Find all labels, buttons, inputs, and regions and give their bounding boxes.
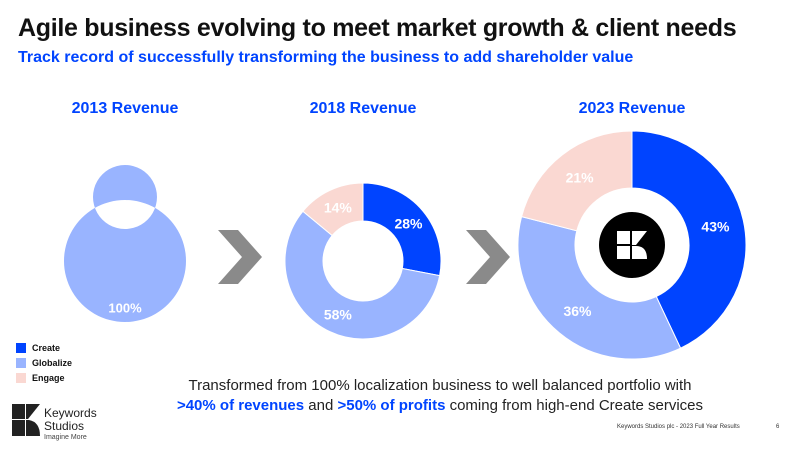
highlight-revenues: >40% of revenues xyxy=(176,397,305,414)
legend-item-create: Create xyxy=(16,343,60,353)
slice-engage xyxy=(520,130,633,232)
data-label: 58% xyxy=(324,306,353,322)
legend-item-globalize: Globalize xyxy=(16,358,72,368)
legend-swatch xyxy=(16,373,26,383)
page-title: Agile business evolving to meet market g… xyxy=(18,14,737,42)
legend-swatch xyxy=(16,358,26,368)
data-label: 43% xyxy=(701,218,730,234)
center-logo xyxy=(599,212,665,278)
brand-name-line: Studios xyxy=(44,419,85,433)
brand-name-line: Keywords xyxy=(44,406,97,420)
slice-create xyxy=(362,182,442,277)
data-label: 28% xyxy=(394,215,423,231)
legend-label: Create xyxy=(32,343,61,353)
slice-create xyxy=(631,130,747,349)
slice-globalize xyxy=(517,216,682,360)
highlight-profits: >50% of profits xyxy=(337,397,446,414)
data-label: 14% xyxy=(324,200,353,216)
legend-label: Engage xyxy=(32,373,65,383)
chart-title-2023: 2023 Revenue xyxy=(578,100,686,117)
footer-text: Keywords Studios plc - 2023 Full Year Re… xyxy=(617,424,740,430)
legend-swatch xyxy=(16,343,26,353)
page-number: 6 xyxy=(776,424,780,430)
page-subtitle: Track record of successfully transformin… xyxy=(18,49,634,66)
summary-text-part: and xyxy=(304,397,338,414)
data-label: 36% xyxy=(563,303,592,319)
chevron-right-icon xyxy=(466,230,510,284)
chart-title-2018: 2018 Revenue xyxy=(309,100,417,117)
data-label: 100% xyxy=(108,301,142,316)
summary-text: Transformed from 100% localization busin… xyxy=(0,376,800,416)
slice-globalize xyxy=(284,210,441,340)
brand-tagline: Imagine More xyxy=(44,434,87,441)
chart-title-2013: 2013 Revenue xyxy=(71,100,179,117)
summary-line-2: >40% of revenues and >50% of profits com… xyxy=(80,396,800,416)
slice-engage xyxy=(302,182,364,237)
brand-name: Keywords Studios xyxy=(44,407,97,433)
legend-label: Globalize xyxy=(32,358,73,368)
summary-line-1: Transformed from 100% localization busin… xyxy=(188,377,692,394)
summary-text-part: coming from high-end Create services xyxy=(445,397,704,414)
chevron-right-icon xyxy=(218,230,262,284)
slice-globalize xyxy=(63,165,186,322)
data-label: 21% xyxy=(566,169,595,185)
brand-logo-icon xyxy=(12,404,40,436)
legend-item-engage: Engage xyxy=(16,373,65,383)
